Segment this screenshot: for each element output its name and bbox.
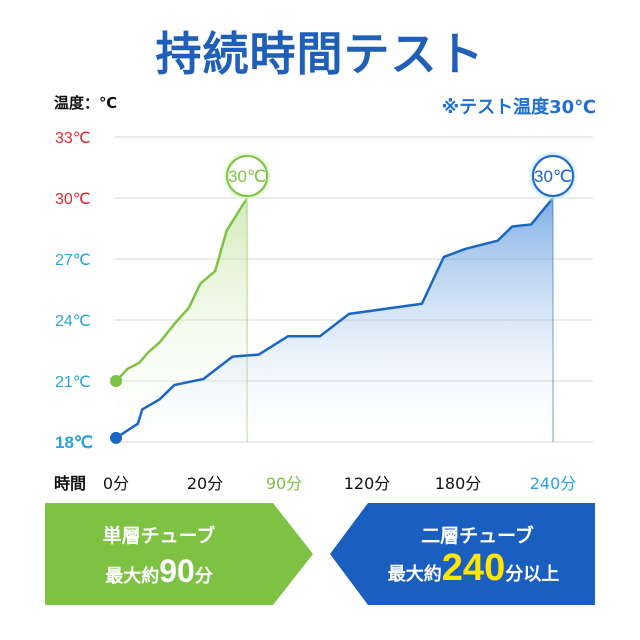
single-layer-banner-arrow [45,503,313,605]
single-layer-start-point [110,375,122,387]
double-layer-end-badge [532,155,574,197]
single-layer-banner: 単層チューブ 最大約90分 [45,503,313,605]
double-layer-prefix: 最大約 [387,564,442,585]
y-tick-label: 33℃ [55,130,91,147]
x-tick-label: 90分 [266,474,302,493]
y-tick-label: 21℃ [55,374,91,391]
double-layer-banner-title: 二層チューブ [421,525,534,547]
x-tick-label: 20分 [187,474,223,493]
x-tick-label: 240分 [530,474,577,493]
y-tick-label: 18℃ [55,433,93,452]
duration-chart: 33℃ 30℃ 27℃ 24℃ 21℃ 18℃ 時間 0分 20分 90分 120分 180分 240分… [54,130,593,493]
y-tick-label: 27℃ [55,252,91,269]
single-layer-suffix: 分 [194,566,213,587]
double-layer-suffix: 分以上 [505,564,560,585]
x-tick-label: 0分 [103,474,129,493]
double-layer-end-label: 30℃ [534,167,572,186]
single-layer-banner-duration: 最大約90分 [45,553,273,590]
double-layer-banner-duration: 最大約240分以上 [352,547,595,590]
single-layer-line [115,197,249,382]
y-tick-label: 30℃ [55,191,91,208]
double-layer-banner: 二層チューブ 最大約240分以上 [330,503,595,605]
double-layer-line [115,197,554,439]
x-axis-title: 時間 [54,474,86,493]
single-layer-value: 90 [159,553,195,589]
test-temperature-note: ※テスト温度30℃ [441,97,596,118]
y-axis-unit-label: 温度：℃ [54,94,118,112]
chart-title: 持続時間テスト [155,27,485,81]
x-tick-label: 120分 [344,474,391,493]
double-layer-start-point [110,431,122,444]
x-tick-label: 180分 [435,474,482,493]
y-tick-label: 24℃ [55,313,91,330]
single-layer-prefix: 最大約 [105,566,160,587]
double-layer-value: 240 [441,547,506,589]
single-layer-end-label: 30℃ [228,167,266,186]
single-layer-banner-title: 単層チューブ [102,525,216,547]
double-layer-banner-arrow [330,503,595,605]
single-layer-end-badge [226,155,269,197]
